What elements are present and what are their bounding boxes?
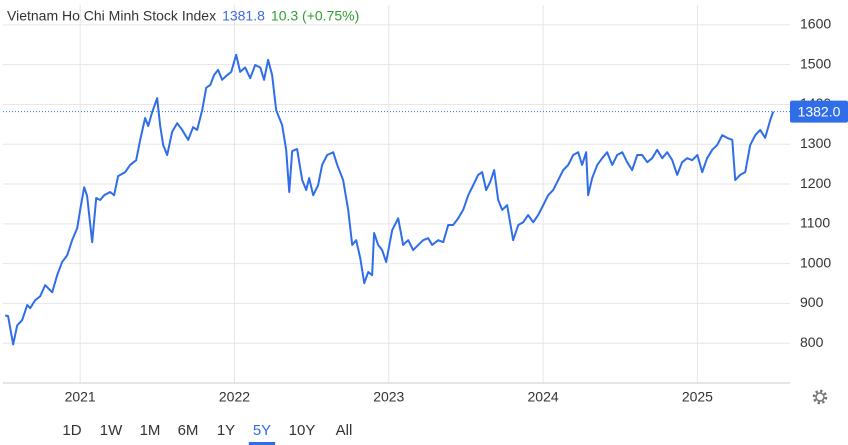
x-tick-label: 2022 [219,389,250,405]
y-tick-label: 1100 [800,215,830,231]
range-button[interactable]: 10Y [289,422,316,439]
x-tick-label: 2021 [65,389,96,405]
y-tick-label: 1300 [800,135,831,151]
y-tick-label: 1500 [800,55,831,71]
y-tick-label: 900 [800,294,824,310]
range-button[interactable]: 6M [178,422,199,439]
x-tick-label: 2025 [682,389,713,405]
range-button[interactable]: 1M [140,422,161,439]
price: 1381.8 [222,8,265,24]
x-tick-label: 2023 [373,389,404,405]
y-tick-label: 1200 [800,175,831,191]
price-change: 10.3 (+0.75%) [271,8,359,24]
range-button[interactable]: 1D [62,422,81,439]
range-button[interactable]: 1Y [217,422,235,439]
last-price-badge [790,100,848,123]
settings-icon[interactable] [812,389,828,405]
last-price-label: 1382.0 [798,103,841,119]
chart-title: Vietnam Ho Chi Minh Stock Index [7,8,216,24]
y-tick-label: 1600 [800,16,831,32]
range-button[interactable]: 5Y [253,422,271,439]
x-tick-label: 2024 [528,389,559,405]
y-tick-label: 800 [800,334,824,350]
y-tick-label: 1000 [800,254,831,270]
selected-underline [248,442,276,445]
range-button[interactable]: 1W [100,422,123,439]
range-button[interactable]: All [336,422,353,439]
price-line [4,53,775,346]
